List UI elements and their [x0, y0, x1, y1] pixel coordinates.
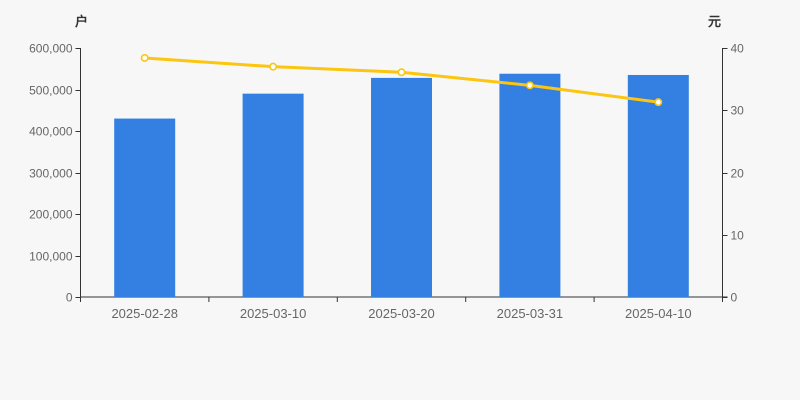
right-axis-tick-label: 10 — [731, 229, 745, 243]
bar — [242, 93, 304, 298]
line-point-marker — [654, 98, 663, 107]
bar — [114, 118, 176, 297]
right-axis-tick-label: 40 — [731, 42, 745, 56]
right-axis-tick-label: 0 — [731, 291, 738, 305]
bar — [371, 77, 432, 297]
x-axis-tick-label: 2025-03-10 — [240, 306, 307, 321]
x-axis-tick-label: 2025-03-20 — [368, 306, 435, 321]
left-axis-tick-label: 0 — [66, 291, 73, 305]
x-axis-tick-label: 2025-02-28 — [111, 306, 178, 321]
left-axis-tick-label: 600,000 — [29, 42, 73, 56]
line-point-marker — [525, 81, 534, 90]
line-point-marker — [269, 62, 278, 71]
left-axis-tick-label: 200,000 — [29, 208, 73, 222]
line-point-marker — [140, 53, 149, 62]
left-axis-tick-label: 300,000 — [29, 167, 73, 181]
bar — [627, 74, 689, 297]
left-axis-tick-label: 500,000 — [29, 84, 73, 98]
x-axis-tick-label: 2025-03-31 — [497, 306, 564, 321]
bar — [499, 73, 561, 297]
left-axis-tick-label: 100,000 — [29, 250, 73, 264]
line-point-marker — [397, 68, 406, 77]
left-axis-tick-label: 400,000 — [29, 125, 73, 139]
left-axis-unit-label: 户 — [74, 14, 88, 29]
x-axis-tick-label: 2025-04-10 — [625, 306, 692, 321]
right-axis-tick-label: 30 — [731, 104, 745, 118]
right-axis-unit-label: 元 — [708, 14, 722, 29]
right-axis-tick-label: 20 — [731, 167, 745, 181]
